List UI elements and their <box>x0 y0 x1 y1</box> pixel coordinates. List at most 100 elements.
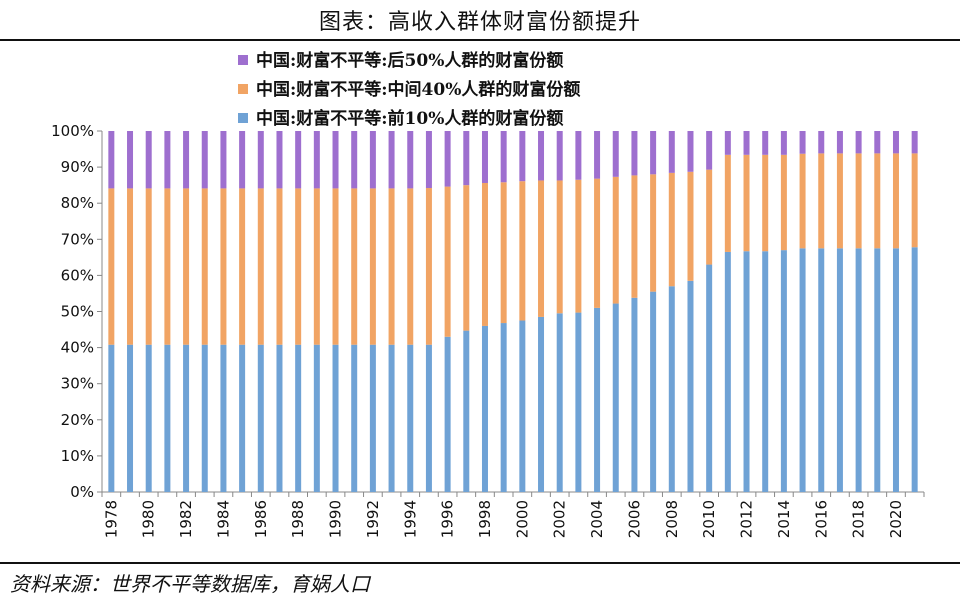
x-tick-label: 1982 <box>177 500 195 538</box>
bar-segment <box>799 248 806 492</box>
x-tick-label: 1998 <box>476 500 494 538</box>
bar-segment <box>836 131 843 154</box>
x-tick-label: 1988 <box>289 500 307 538</box>
bar-segment <box>650 291 657 492</box>
bar-segment <box>145 131 152 189</box>
bar-segment <box>127 344 134 492</box>
bar-segment <box>911 247 918 492</box>
bar-segment <box>650 131 657 175</box>
x-tick-label: 1992 <box>364 500 382 538</box>
y-tick-label: 90% <box>61 158 94 176</box>
bar-segment <box>668 131 675 173</box>
bar-segment <box>612 176 619 304</box>
bar-segment <box>500 323 507 492</box>
x-tick-label: 2004 <box>588 500 606 538</box>
bar-segment <box>668 172 675 287</box>
bar-segment <box>706 131 713 170</box>
bar-segment <box>481 182 488 326</box>
bar-segment <box>481 325 488 492</box>
bar-segment <box>780 131 787 155</box>
bar-segment <box>855 153 862 249</box>
bar-segment <box>818 131 825 154</box>
bar-segment <box>108 131 115 189</box>
bar-segment <box>687 131 694 172</box>
bar-segment <box>295 188 302 345</box>
x-tick-label: 2020 <box>887 500 905 538</box>
bar-segment <box>425 188 432 345</box>
bar-segment <box>911 153 918 248</box>
x-tick-label: 2008 <box>663 500 681 538</box>
bar-segment <box>911 131 918 154</box>
x-tick-label: 2002 <box>551 500 569 538</box>
bar-segment <box>855 248 862 492</box>
bar-segment <box>127 188 134 345</box>
bar-segment <box>463 185 470 331</box>
x-tick-label: 1978 <box>102 500 120 538</box>
bar-segment <box>575 312 582 492</box>
bar-segment <box>650 174 657 292</box>
bar-segment <box>444 131 451 187</box>
bar-segment <box>220 188 227 345</box>
bar-segment <box>201 344 208 492</box>
bar-segment <box>538 316 545 492</box>
y-tick-label: 80% <box>61 194 94 212</box>
bar-segment <box>332 344 339 492</box>
bar-segment <box>874 153 881 249</box>
bar-segment <box>108 344 115 492</box>
bar-segment <box>724 131 731 155</box>
bar-segment <box>257 188 264 345</box>
bar-segment <box>407 131 414 189</box>
bar-segment <box>295 131 302 189</box>
chart-title: 图表：高收入群体财富份额提升 <box>318 10 641 35</box>
stacked-bar-chart: 0% 10% 20% 30% 40% 50% 60% 70% 80% 90% 100% 1978 198… <box>51 50 925 538</box>
bar-segment <box>500 182 507 324</box>
bar-segment <box>444 186 451 337</box>
bar-segment <box>239 131 246 189</box>
bar-segment <box>762 154 769 252</box>
bar-segment <box>500 131 507 183</box>
bar-segment <box>332 188 339 345</box>
bar-segment <box>127 131 134 189</box>
bar-segment <box>239 188 246 345</box>
bar-segment <box>780 250 787 492</box>
bar-segment <box>594 307 601 492</box>
legend-label: 中国:财富不平等:后50%人群的财富份额 <box>256 50 563 71</box>
bar-segment <box>388 131 395 189</box>
bar-segment <box>892 131 899 154</box>
bar-segment <box>892 248 899 492</box>
bar-segment <box>706 169 713 265</box>
bar-segment <box>276 344 283 492</box>
source-divider <box>0 562 960 564</box>
x-tick-label: 2014 <box>775 500 793 538</box>
bar-segment <box>351 131 358 189</box>
bar-segment <box>351 188 358 345</box>
x-tick-label: 1996 <box>439 500 457 538</box>
bar-segment <box>463 131 470 186</box>
bar-segment <box>762 251 769 492</box>
bar-segment <box>687 171 694 281</box>
bar-segment <box>780 154 787 251</box>
bar-segment <box>594 178 601 308</box>
x-tick-label: 2006 <box>625 500 643 538</box>
y-tick-label: 60% <box>61 266 94 284</box>
bar-segment <box>612 131 619 177</box>
bar-segment <box>706 264 713 492</box>
x-tick-label: 2018 <box>850 500 868 538</box>
bar-segment <box>594 131 601 179</box>
bar-segment <box>332 131 339 189</box>
bar-segment <box>183 188 190 345</box>
bar-segment <box>145 188 152 345</box>
bar-segment <box>425 131 432 189</box>
bar-segment <box>481 131 488 183</box>
bar-segment <box>220 344 227 492</box>
bar-segment <box>818 248 825 492</box>
bar-segment <box>369 188 376 345</box>
bar-segment <box>631 297 638 492</box>
bar-segment <box>145 344 152 492</box>
bar-segment <box>388 188 395 345</box>
x-tick-label: 2000 <box>513 500 531 538</box>
bar-segment <box>556 131 563 181</box>
title-divider <box>0 39 960 41</box>
legend-label: 中国:财富不平等:前10%人群的财富份额 <box>256 108 563 129</box>
bar-segment <box>556 180 563 314</box>
